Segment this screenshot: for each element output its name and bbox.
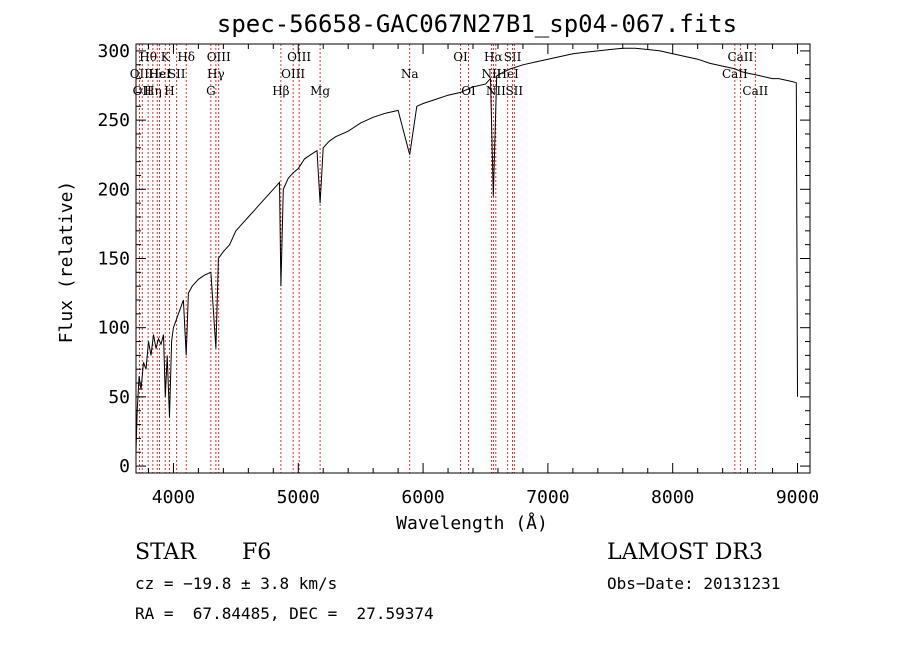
spectral-line-label: CaII (727, 50, 753, 64)
spectral-line-label: Na (401, 67, 419, 81)
survey-name: LAMOST DR3 (607, 540, 763, 565)
object-class: STAR (135, 540, 196, 565)
y-tick-label: 300 (97, 41, 130, 62)
spectral-line-label: Mg (310, 84, 330, 98)
x-tick-label: 5000 (277, 487, 320, 508)
y-tick-label: 200 (97, 179, 130, 200)
spectral-line-label: K (161, 50, 171, 64)
spectral-line-label: Hθ (139, 50, 157, 64)
y-tick-label: 0 (119, 456, 130, 477)
obs-date: Obs−Date: 20131231 (607, 574, 781, 593)
chart-title: spec-56658-GAC067N27B1_sp04-067.fits (217, 10, 737, 38)
spectral-line-label: Hδ (177, 50, 195, 64)
redshift-value: cz = −19.8 ± 3.8 km/s (135, 574, 338, 593)
spectral-line-label: OII (130, 67, 150, 81)
y-tick-label: 100 (97, 318, 130, 339)
x-tick-label: 7000 (526, 487, 569, 508)
x-tick-label: 4000 (152, 487, 195, 508)
spectral-line-label: Hη (144, 84, 162, 98)
y-axis-label: Flux (relative) (56, 181, 77, 344)
spectral-line-label: Hα (484, 50, 503, 64)
spectral-line-label: G (206, 84, 216, 98)
plot-frame (135, 43, 811, 474)
spectral-lines-layer: OII OII Hθ Hη Hε HeI K H SII Hδ G Hγ OIII Hβ OIII OIII M… (130, 44, 768, 473)
x-axis-label: Wavelength (Å) (396, 512, 548, 534)
spectral-line-label: Hβ (272, 84, 289, 98)
spectrum-line (135, 47, 798, 453)
spectral-line-label: OI (453, 50, 468, 64)
y-tick-label: 50 (108, 387, 130, 408)
y-tick-label: 250 (97, 110, 130, 131)
spectral-line-label: CaII (742, 84, 768, 98)
spectral-line-label: HeI (497, 67, 520, 81)
x-axis: 4000 5000 6000 7000 8000 9000 (147, 44, 819, 508)
spectral-line-label: Hγ (207, 67, 225, 81)
spectral-line-label: OIII (281, 67, 305, 81)
spectral-line-label: H (164, 84, 174, 98)
spectral-line-label: CaII (722, 67, 748, 81)
spectrum-chart: spec-56658-GAC067N27B1_sp04-067.fits OII… (56, 10, 819, 534)
spectral-line-label: SII (504, 50, 522, 64)
spectral-line-label: OII (133, 84, 153, 98)
spectral-line-label: OIII (287, 50, 311, 64)
spectral-line-label: Hε (149, 67, 166, 81)
spectral-line-label: SII (168, 67, 186, 81)
y-axis: 0 50 100 150 200 250 300 (97, 41, 810, 477)
x-tick-label: 6000 (401, 487, 444, 508)
coordinates: RA = 67.84485, DEC = 27.59374 (135, 604, 434, 623)
spectral-line-label: SII (505, 84, 523, 98)
x-tick-label: 8000 (651, 487, 694, 508)
spectral-line-label: OIII (207, 50, 231, 64)
x-tick-label: 9000 (776, 487, 819, 508)
y-tick-label: 150 (97, 249, 130, 270)
subclass: F6 (242, 540, 272, 565)
